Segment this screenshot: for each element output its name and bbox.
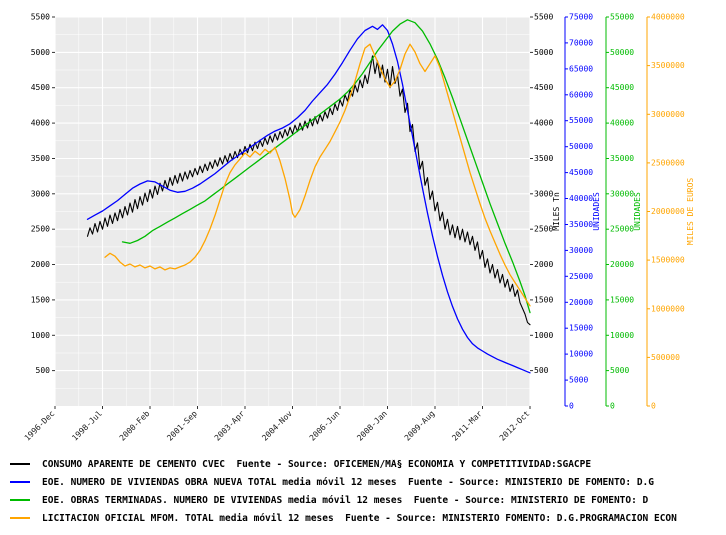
series-line-obras-terminadas bbox=[121, 19, 531, 314]
left-y-tick-label: 2500 bbox=[31, 225, 50, 234]
left-y-tick-label: 3000 bbox=[31, 189, 50, 198]
y-tick-label-viviendas-obra-nueva: 15000 bbox=[569, 324, 593, 333]
y-tick-label-obras-terminadas: 40000 bbox=[610, 119, 634, 128]
left-y-tick-label: 3500 bbox=[31, 154, 50, 163]
y-tick-label-licitacion: 1000000 bbox=[651, 304, 685, 313]
y-tick-label-licitacion: 0 bbox=[651, 402, 656, 411]
x-tick-label: 2011-Mar bbox=[450, 409, 484, 443]
y-axis-title-viviendas-obra-nueva: UNIDADES bbox=[592, 192, 601, 231]
y-tick-label-obras-terminadas: 50000 bbox=[610, 48, 634, 57]
left-y-tick-label: 500 bbox=[36, 366, 51, 375]
series-line-viviendas-obra-nueva bbox=[86, 24, 531, 374]
left-y-tick-label: 5000 bbox=[31, 48, 50, 57]
legend-item-viviendas-obra-nueva: EOE. NUMERO DE VIVIENDAS OBRA NUEVA TOTA… bbox=[10, 473, 722, 491]
y-tick-label-viviendas-obra-nueva: 40000 bbox=[569, 194, 593, 203]
x-tick-label: 2001-Sep bbox=[165, 409, 199, 443]
y-tick-label-viviendas-obra-nueva: 50000 bbox=[569, 142, 593, 151]
legend-label-licitacion: LICITACION OFICIAL MFOM. TOTAL media móv… bbox=[42, 512, 677, 524]
y-tick-label-viviendas-obra-nueva: 70000 bbox=[569, 38, 593, 47]
y-tick-label-viviendas-obra-nueva: 55000 bbox=[569, 116, 593, 125]
y-tick-label-viviendas-obra-nueva: 25000 bbox=[569, 272, 593, 281]
right-y-tick-label: 5500 bbox=[534, 13, 553, 22]
right-y-tick-label: 500 bbox=[534, 366, 549, 375]
legend-line-swatch-orange bbox=[10, 517, 30, 519]
y-tick-label-licitacion: 1500000 bbox=[651, 256, 685, 265]
legend-line-swatch-black bbox=[10, 463, 30, 465]
left-y-tick-label: 2000 bbox=[31, 260, 50, 269]
y-tick-label-licitacion: 2500000 bbox=[651, 158, 685, 167]
y-axis-title-licitacion: MILES DE EUROS bbox=[686, 178, 695, 246]
x-tick-label: 2003-Apr bbox=[213, 409, 247, 443]
x-tick-label: 2000-Feb bbox=[118, 409, 152, 443]
y-tick-label-viviendas-obra-nueva: 45000 bbox=[569, 168, 593, 177]
right-y-tick-label: 3000 bbox=[534, 189, 553, 198]
y-tick-label-viviendas-obra-nueva: 0 bbox=[569, 402, 574, 411]
y-tick-label-obras-terminadas: 25000 bbox=[610, 225, 634, 234]
legend-item-obras-terminadas: EOE. OBRAS TERMINADAS. NUMERO DE VIVIEND… bbox=[10, 491, 722, 509]
right-y-tick-label: 1500 bbox=[534, 295, 553, 304]
y-tick-label-licitacion: 4000000 bbox=[651, 13, 685, 22]
right-y-tick-label: 4500 bbox=[534, 83, 553, 92]
legend-label-viviendas-obra-nueva: EOE. NUMERO DE VIVIENDAS OBRA NUEVA TOTA… bbox=[42, 476, 654, 488]
legend-line-swatch-blue bbox=[10, 481, 30, 483]
legend-line-swatch-green bbox=[10, 499, 30, 501]
y-axis-title-cemento: MILES Tn bbox=[552, 192, 561, 231]
right-y-tick-label: 1000 bbox=[534, 331, 553, 340]
legend-label-obras-terminadas: EOE. OBRAS TERMINADAS. NUMERO DE VIVIEND… bbox=[42, 494, 649, 506]
y-tick-label-viviendas-obra-nueva: 75000 bbox=[569, 13, 593, 22]
line-chart-canvas: 1996-Dec 1998-Jul 2000-Feb 2001-Sep 2003-Apr… bbox=[23, 13, 695, 443]
y-tick-label-obras-terminadas: 35000 bbox=[610, 154, 634, 163]
right-y-tick-label: 2000 bbox=[534, 260, 553, 269]
right-y-tick-label: 3500 bbox=[534, 154, 553, 163]
left-y-tick-label: 4500 bbox=[31, 83, 50, 92]
y-tick-label-obras-terminadas: 15000 bbox=[610, 295, 634, 304]
y-tick-label-viviendas-obra-nueva: 60000 bbox=[569, 90, 593, 99]
right-y-tick-label: 5000 bbox=[534, 48, 553, 57]
x-tick-label: 2006-Jun bbox=[308, 409, 342, 443]
y-axis-title-obras-terminadas: UNIDADES bbox=[633, 192, 642, 231]
left-y-tick-label: 1500 bbox=[31, 295, 50, 304]
y-tick-label-obras-terminadas: 20000 bbox=[610, 260, 634, 269]
x-tick-label: 2009-Aug bbox=[403, 409, 437, 443]
y-tick-label-obras-terminadas: 30000 bbox=[610, 189, 634, 198]
x-tick-label: 2008-Jan bbox=[355, 409, 389, 443]
y-tick-label-licitacion: 3500000 bbox=[651, 61, 685, 70]
legend-label-cemento: CONSUMO APARENTE DE CEMENTO CVEC Fuente … bbox=[42, 458, 592, 470]
y-tick-label-viviendas-obra-nueva: 65000 bbox=[569, 64, 593, 73]
y-tick-label-licitacion: 2000000 bbox=[651, 207, 685, 216]
x-tick-label: 1998-Jul bbox=[70, 409, 104, 443]
y-tick-label-licitacion: 500000 bbox=[651, 353, 680, 362]
left-y-tick-label: 4000 bbox=[31, 119, 50, 128]
y-tick-label-viviendas-obra-nueva: 20000 bbox=[569, 298, 593, 307]
y-tick-label-obras-terminadas: 5000 bbox=[610, 366, 629, 375]
x-tick-label: 2004-Nov bbox=[260, 409, 294, 443]
left-y-tick-label: 1000 bbox=[31, 331, 50, 340]
y-tick-label-licitacion: 3000000 bbox=[651, 110, 685, 119]
y-tick-label-obras-terminadas: 10000 bbox=[610, 331, 634, 340]
y-tick-label-viviendas-obra-nueva: 10000 bbox=[569, 350, 593, 359]
x-tick-label: 2012-Oct bbox=[498, 409, 532, 443]
left-y-tick-label: 5500 bbox=[31, 13, 50, 22]
legend-item-licitacion: LICITACION OFICIAL MFOM. TOTAL media móv… bbox=[10, 509, 722, 527]
y-tick-label-obras-terminadas: 0 bbox=[610, 402, 615, 411]
y-tick-label-obras-terminadas: 55000 bbox=[610, 13, 634, 22]
legend: CONSUMO APARENTE DE CEMENTO CVEC Fuente … bbox=[10, 455, 722, 527]
right-y-tick-label: 4000 bbox=[534, 119, 553, 128]
right-y-tick-label: 2500 bbox=[534, 225, 553, 234]
y-tick-label-viviendas-obra-nueva: 35000 bbox=[569, 220, 593, 229]
y-tick-label-obras-terminadas: 45000 bbox=[610, 83, 634, 92]
legend-item-cemento: CONSUMO APARENTE DE CEMENTO CVEC Fuente … bbox=[10, 455, 722, 473]
y-tick-label-viviendas-obra-nueva: 30000 bbox=[569, 246, 593, 255]
series-line-licitacion bbox=[104, 43, 531, 307]
y-tick-label-viviendas-obra-nueva: 5000 bbox=[569, 376, 588, 385]
x-tick-label: 1996-Dec bbox=[23, 409, 57, 443]
